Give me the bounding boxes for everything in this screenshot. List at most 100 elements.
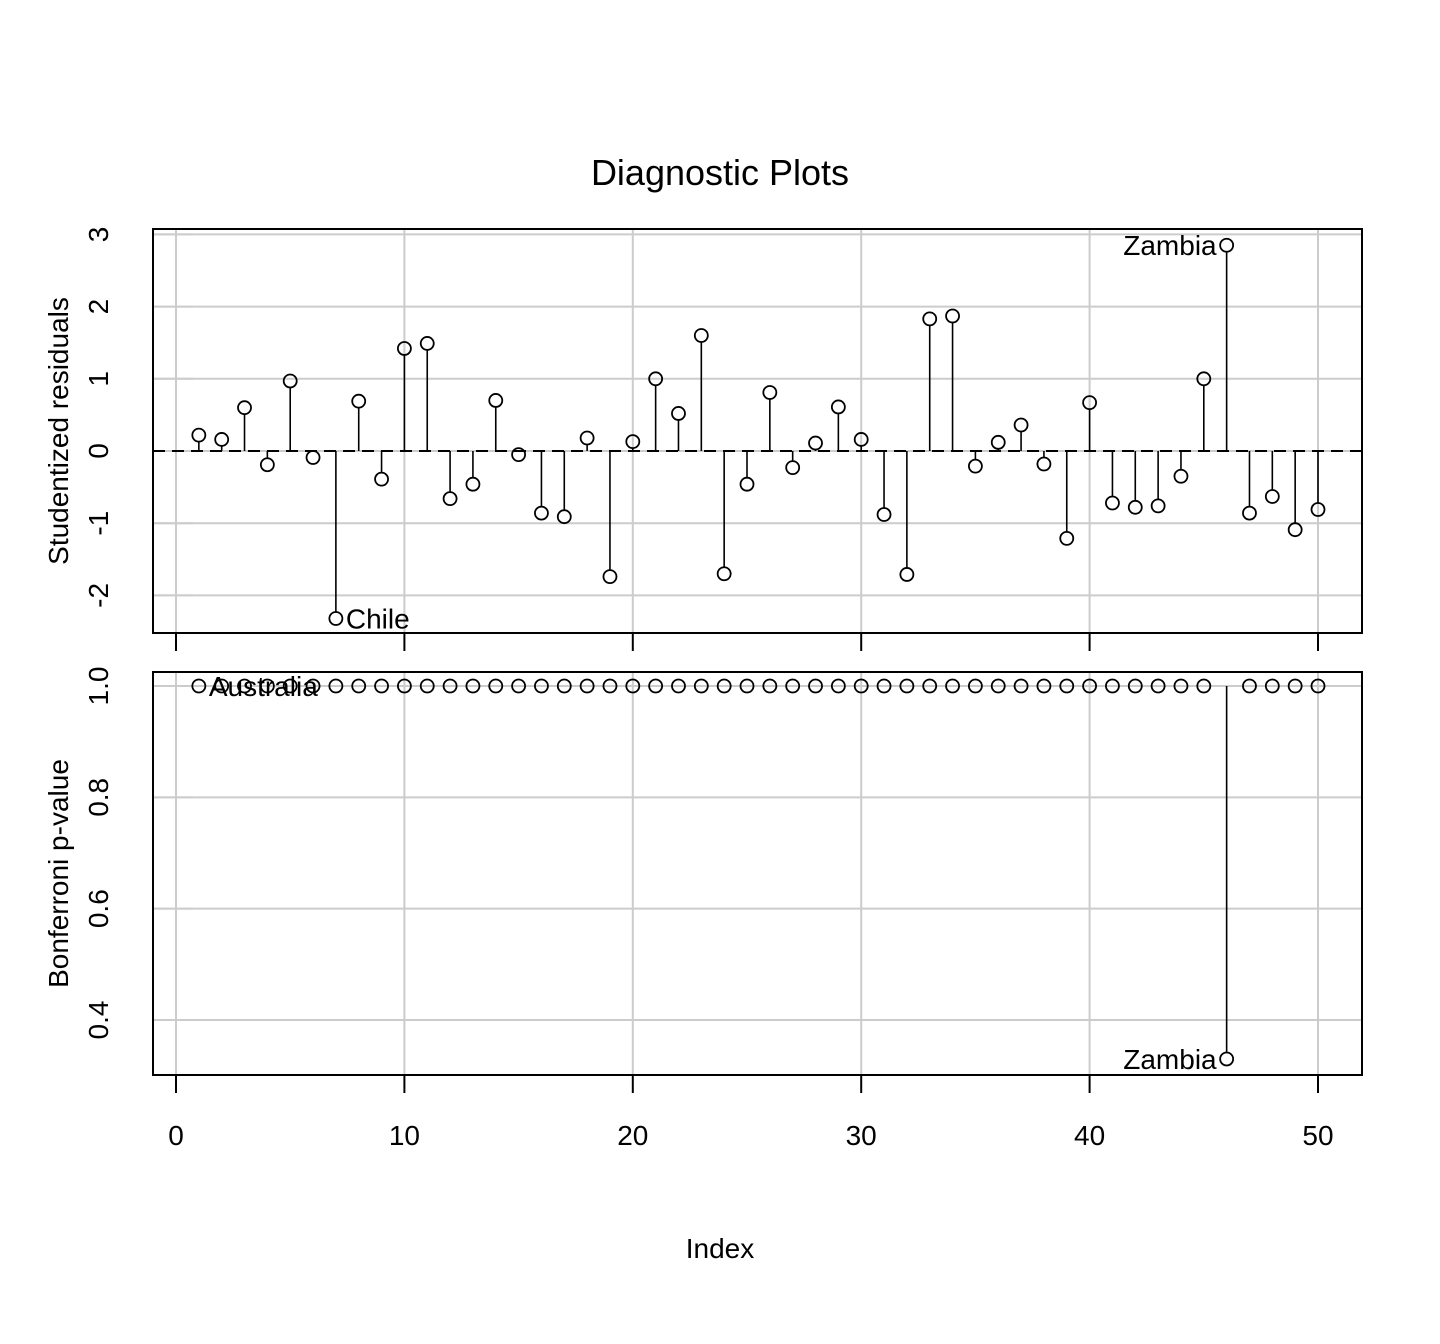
data-point (785, 460, 801, 476)
data-point (374, 678, 389, 694)
data-point (1082, 678, 1097, 694)
data-point (351, 678, 367, 694)
data-point (1036, 678, 1052, 694)
data-point (648, 371, 664, 387)
data-point (1105, 495, 1120, 511)
data-point (1059, 678, 1075, 694)
data-point (968, 458, 983, 474)
data-point (328, 678, 344, 694)
data-point (716, 678, 732, 694)
data-point (465, 476, 481, 492)
data-point (1287, 522, 1303, 538)
data-point (556, 678, 572, 694)
y-tick-label: 0.8 (83, 778, 114, 817)
data-point (442, 678, 458, 694)
data-point (191, 427, 207, 443)
data-point (214, 678, 230, 694)
studentized-residuals-panel: -2 -1 0 1 2 3 Studentized residuals Chile Zambia (43, 227, 1363, 651)
chart-title: Diagnostic Plots (591, 152, 849, 193)
data-point (442, 491, 458, 507)
data-point (305, 678, 321, 694)
data-point (1310, 678, 1326, 694)
data-point (488, 678, 504, 694)
data-point (1264, 678, 1280, 694)
y-tick-label: 1.0 (83, 667, 114, 706)
x-axis: 0 10 20 30 40 50 (168, 1120, 1333, 1151)
data-point (899, 567, 915, 582)
data-point (1242, 505, 1257, 521)
data-point (693, 328, 709, 343)
data-point (396, 678, 412, 694)
data-point (1196, 371, 1212, 387)
data-point (237, 400, 252, 416)
data-point (716, 566, 732, 582)
data-point (351, 393, 367, 409)
y-tick-label: -1 (83, 511, 114, 536)
data-point (739, 678, 755, 694)
data-point (830, 678, 846, 694)
data-point (1059, 530, 1075, 546)
data-point (1127, 678, 1143, 694)
data-point (876, 678, 892, 694)
data-point (945, 678, 960, 694)
data-point (602, 678, 618, 694)
data-point (968, 678, 983, 694)
point-label: Chile (346, 604, 410, 635)
bonferroni-p-value-panel: 0.4 0.6 0.8 1.0 Bonferroni p-value Australia Z… (43, 667, 1363, 1093)
y-tick-label: 3 (83, 227, 114, 243)
data-point (1287, 678, 1303, 694)
data-point (419, 678, 435, 694)
plot-frame (152, 228, 1363, 634)
y-tick-label: 2 (83, 299, 114, 315)
data-point (785, 678, 801, 694)
data-point (328, 611, 344, 626)
data-point (511, 678, 526, 694)
x-tick-label: 0 (168, 1120, 184, 1151)
data-point (1127, 499, 1143, 515)
data-point (579, 430, 595, 446)
data-point (374, 471, 389, 487)
y-tick-label: -2 (83, 583, 114, 608)
data-point (1082, 395, 1097, 411)
data-point (922, 311, 938, 327)
data-point (899, 678, 915, 694)
data-point (579, 678, 595, 694)
data-point (1150, 498, 1166, 514)
data-point (282, 678, 298, 694)
x-tick-label: 50 (1302, 1120, 1333, 1151)
data-point (671, 406, 686, 421)
y-tick-label: 1 (83, 371, 114, 387)
data-point (282, 373, 298, 389)
x-tick-label: 10 (389, 1120, 420, 1151)
data-point (191, 678, 207, 694)
data-point (1150, 678, 1166, 694)
data-point (305, 450, 321, 465)
data-point (1219, 1051, 1235, 1067)
data-point (419, 336, 435, 351)
data-point (1310, 502, 1326, 517)
data-point (602, 569, 618, 585)
data-point (1173, 678, 1189, 694)
data-point (876, 507, 892, 522)
data-point (1196, 678, 1212, 694)
data-point (808, 678, 823, 694)
data-point (511, 447, 526, 463)
data-point (534, 678, 549, 694)
data-point (762, 385, 778, 400)
data-point (1013, 678, 1029, 694)
data-point (1013, 417, 1029, 433)
data-point (990, 678, 1006, 694)
point-label: Zambia (1123, 230, 1217, 261)
data-point (808, 435, 823, 451)
y-tick-label: 0 (83, 443, 114, 459)
y-axis-label: Studentized residuals (43, 297, 74, 565)
data-point (465, 678, 481, 694)
data-point (396, 341, 412, 356)
data-point (237, 678, 252, 694)
x-tick-label: 30 (846, 1120, 877, 1151)
data-point (625, 678, 641, 694)
data-point (945, 308, 960, 324)
data-point (739, 476, 755, 492)
data-point (648, 678, 664, 694)
